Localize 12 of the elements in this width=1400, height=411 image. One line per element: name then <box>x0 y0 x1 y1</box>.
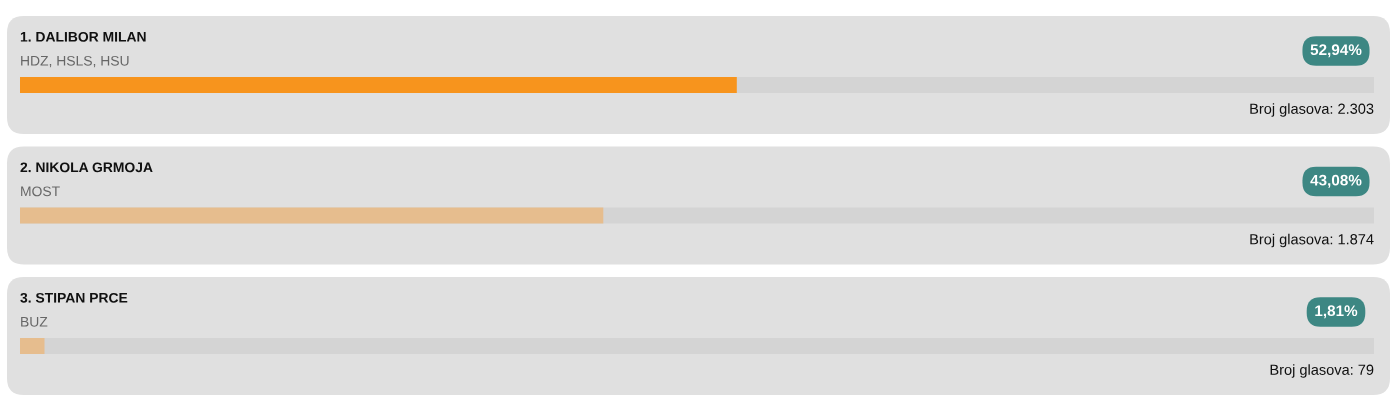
annotation: BUZ <box>21 317 48 327</box>
annotation: HDZ, HSLS, HSU <box>21 55 129 68</box>
y-tick-label: 2. NIKOLA GRMOJA <box>20 162 153 173</box>
data-label: 52,94% <box>1310 44 1362 58</box>
annotation: MOST <box>21 186 60 197</box>
text: Broj glasova: 79 <box>1270 364 1374 378</box>
data-label: 1,81% <box>1315 305 1358 319</box>
annotation: Broj glasova: 1.874 <box>1250 233 1374 248</box>
data-label: 43,08% <box>1310 174 1362 188</box>
y-tick-label: 1. DALIBOR MILAN <box>20 31 146 42</box>
annotation: Broj glasova: 2.303 <box>1250 103 1374 117</box>
y-tick-label: 3. STIPAN PRCE <box>20 292 128 303</box>
